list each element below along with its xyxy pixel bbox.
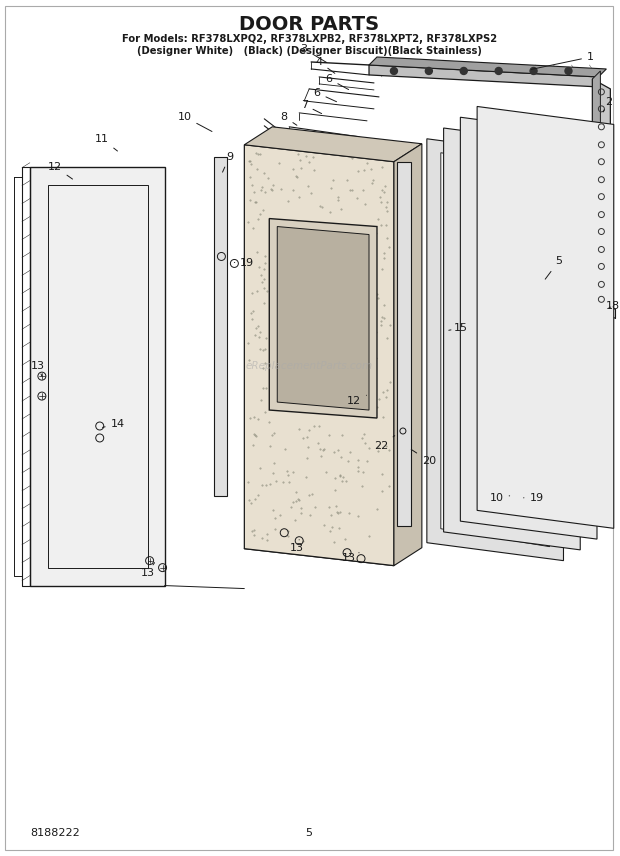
Polygon shape	[394, 144, 422, 566]
Text: 9: 9	[223, 152, 233, 172]
Text: 10: 10	[490, 493, 510, 502]
Text: 6: 6	[314, 88, 337, 102]
Text: 8: 8	[281, 112, 297, 125]
Circle shape	[460, 68, 467, 74]
Text: 5: 5	[306, 828, 312, 838]
Text: DOOR PARTS: DOOR PARTS	[239, 15, 379, 33]
Polygon shape	[369, 57, 606, 77]
Text: 11: 11	[95, 134, 117, 151]
Text: 3: 3	[301, 44, 327, 62]
Text: (Designer White)   (Black) (Designer Biscuit)(Black Stainless): (Designer White) (Black) (Designer Biscu…	[137, 46, 482, 56]
Text: 15: 15	[449, 324, 467, 333]
Polygon shape	[443, 128, 580, 550]
Text: 18: 18	[606, 301, 620, 312]
Text: 8188222: 8188222	[30, 828, 79, 838]
Polygon shape	[48, 185, 148, 568]
Polygon shape	[477, 106, 614, 528]
Polygon shape	[30, 167, 164, 586]
Polygon shape	[503, 152, 516, 511]
Text: 7: 7	[301, 100, 322, 114]
Text: 19: 19	[524, 493, 544, 502]
Polygon shape	[244, 145, 394, 566]
Text: 13: 13	[141, 562, 154, 578]
Text: 22: 22	[374, 436, 395, 451]
Polygon shape	[369, 65, 598, 87]
Circle shape	[425, 68, 432, 74]
Text: 14: 14	[102, 419, 125, 429]
Polygon shape	[397, 162, 411, 526]
Polygon shape	[215, 157, 228, 496]
Text: 1: 1	[531, 52, 594, 69]
Polygon shape	[441, 152, 549, 547]
Polygon shape	[592, 79, 610, 312]
Text: For Models: RF378LXPQ2, RF378LXPB2, RF378LXPT2, RF378LXPS2: For Models: RF378LXPQ2, RF378LXPB2, RF37…	[122, 34, 497, 44]
Text: 12: 12	[48, 162, 73, 179]
Polygon shape	[592, 71, 600, 301]
Circle shape	[495, 68, 502, 74]
Text: eReplacementParts.com: eReplacementParts.com	[246, 361, 373, 372]
Text: 2: 2	[603, 97, 612, 112]
Text: 13: 13	[31, 361, 45, 376]
Polygon shape	[427, 139, 564, 561]
Text: 12: 12	[347, 395, 366, 406]
Text: 13: 13	[342, 553, 359, 562]
Circle shape	[565, 68, 572, 74]
Polygon shape	[269, 218, 377, 418]
Text: 13: 13	[290, 539, 304, 553]
Text: 6: 6	[326, 74, 348, 90]
Circle shape	[530, 68, 537, 74]
Text: 5: 5	[545, 257, 562, 279]
Text: 10: 10	[177, 112, 212, 132]
Polygon shape	[277, 227, 369, 410]
Polygon shape	[244, 127, 422, 162]
Text: 20: 20	[411, 449, 436, 466]
Circle shape	[391, 68, 397, 74]
Text: 19: 19	[234, 259, 254, 269]
Polygon shape	[461, 117, 597, 539]
Text: 4: 4	[316, 57, 335, 74]
